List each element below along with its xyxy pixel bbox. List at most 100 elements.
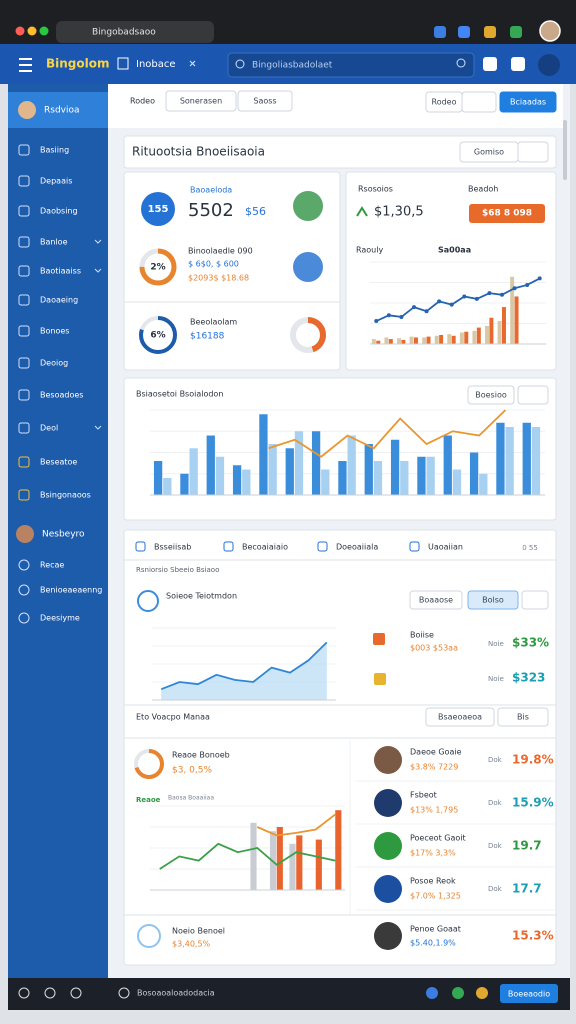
line	[268, 409, 507, 458]
button[interactable]	[517, 141, 549, 163]
tab[interactable]: Inobace	[136, 59, 176, 70]
sidebar-item[interactable]: Depaais	[40, 177, 72, 186]
bar	[472, 330, 477, 344]
bar	[364, 444, 373, 495]
sidebar-item[interactable]: Deol	[40, 424, 58, 433]
button-label[interactable]: Boaaose	[419, 596, 453, 605]
taskbar-icon	[18, 987, 30, 999]
label: Boiise	[410, 631, 434, 640]
button[interactable]	[499, 91, 557, 113]
label: $7.0% 1,325	[410, 892, 461, 901]
bar	[276, 827, 283, 890]
label: Bingobadsaoo	[92, 28, 156, 38]
sidebar-item[interactable]: Deoiog	[40, 359, 68, 368]
panel-tab[interactable]: Doeoaiiala	[336, 543, 378, 552]
tab-close[interactable]	[189, 60, 196, 67]
label: 155	[148, 204, 169, 215]
tab-icon	[409, 541, 420, 552]
badge	[141, 192, 175, 226]
button-label[interactable]: Bsaeoaeoa	[438, 713, 482, 722]
sidebar-item[interactable]: Daoaeing	[40, 296, 78, 305]
toolbar-tab[interactable]: Rodeo	[130, 97, 155, 106]
bar	[422, 337, 427, 344]
extension-icon[interactable]	[484, 26, 496, 38]
bar	[250, 822, 257, 890]
sidebar-item[interactable]: Bonoes	[40, 327, 69, 336]
donut-arc	[139, 316, 177, 354]
extension-icon[interactable]	[510, 26, 522, 38]
bar	[347, 435, 356, 495]
label[interactable]: Boeeaodio	[508, 990, 550, 999]
label: Noie	[488, 675, 504, 683]
window-control	[27, 26, 37, 36]
header-icon[interactable]	[483, 57, 497, 71]
address-bar[interactable]	[56, 21, 214, 43]
button[interactable]	[467, 385, 515, 405]
button-label[interactable]: Boesioo	[475, 391, 507, 400]
sidebar-icon	[18, 236, 30, 248]
sidebar-item[interactable]: Beseatoe	[40, 458, 77, 467]
bar	[289, 843, 296, 890]
button[interactable]	[461, 91, 497, 113]
sidebar-item[interactable]: Deesiyme	[40, 614, 80, 623]
label: 15.9%	[512, 796, 554, 810]
button[interactable]	[497, 707, 549, 727]
sidebar-item[interactable]: Banloe	[40, 238, 68, 247]
button[interactable]	[517, 385, 549, 405]
sidebar-item[interactable]: Baotiaaiss	[40, 267, 81, 276]
label: Rsniorsio Sbeeio Bsiaoo	[136, 566, 219, 574]
button-label[interactable]: Bolso	[482, 596, 504, 605]
taskbar-button[interactable]	[500, 984, 558, 1003]
sidebar-icon	[18, 422, 30, 434]
header-icon[interactable]	[511, 57, 525, 71]
button-label[interactable]: Sonerasen	[180, 97, 222, 106]
bar	[388, 339, 393, 344]
tab-icon	[317, 541, 328, 552]
sidebar-item[interactable]: Bsingonaoos	[40, 491, 91, 500]
title-card	[123, 135, 557, 169]
sidebar-item[interactable]: Besoadoes	[40, 391, 83, 400]
bar	[505, 427, 514, 495]
label: Baoaeloda	[190, 186, 232, 195]
button-label[interactable]: Gomiso	[474, 148, 504, 157]
label: 19.8%	[512, 753, 554, 767]
bar	[451, 335, 456, 344]
sidebar-item[interactable]: Benioeaeaenng	[40, 586, 102, 595]
bar	[215, 456, 225, 495]
bar	[497, 321, 502, 344]
button-label[interactable]: Rodeo	[432, 98, 457, 107]
label: Beeolaolam	[190, 318, 237, 327]
search-box[interactable]	[227, 52, 475, 78]
button[interactable]	[409, 590, 463, 610]
sidebar-item[interactable]: Daobsing	[40, 207, 78, 216]
bar	[452, 469, 462, 495]
button[interactable]	[425, 707, 495, 727]
bar	[268, 444, 277, 495]
line-point	[525, 282, 530, 287]
sidebar-item[interactable]: Basiing	[40, 146, 69, 155]
extension-icon[interactable]	[434, 26, 446, 38]
panel-tab[interactable]: Bsseiisab	[154, 543, 191, 552]
button[interactable]	[237, 90, 293, 112]
sidebar-item[interactable]: Recae	[40, 561, 64, 570]
tab-icon	[135, 541, 146, 552]
line	[159, 842, 336, 870]
button[interactable]	[165, 90, 237, 112]
line-point	[437, 299, 442, 304]
label: Raouly	[356, 246, 383, 255]
bar	[338, 461, 347, 495]
button[interactable]	[467, 590, 519, 610]
card	[123, 529, 557, 966]
avatar	[374, 789, 402, 817]
panel-tab[interactable]: Uaoaiian	[428, 543, 463, 552]
button-label[interactable]: Bis	[517, 713, 529, 722]
button-label[interactable]: Bciaadas	[510, 98, 546, 107]
extension-icon[interactable]	[458, 26, 470, 38]
button[interactable]	[521, 590, 549, 610]
line-point	[500, 292, 504, 297]
button-label[interactable]: Saoss	[253, 97, 276, 106]
card	[123, 171, 341, 371]
panel-tab[interactable]: Becoaiaiaio	[242, 543, 288, 552]
bar	[514, 296, 519, 344]
